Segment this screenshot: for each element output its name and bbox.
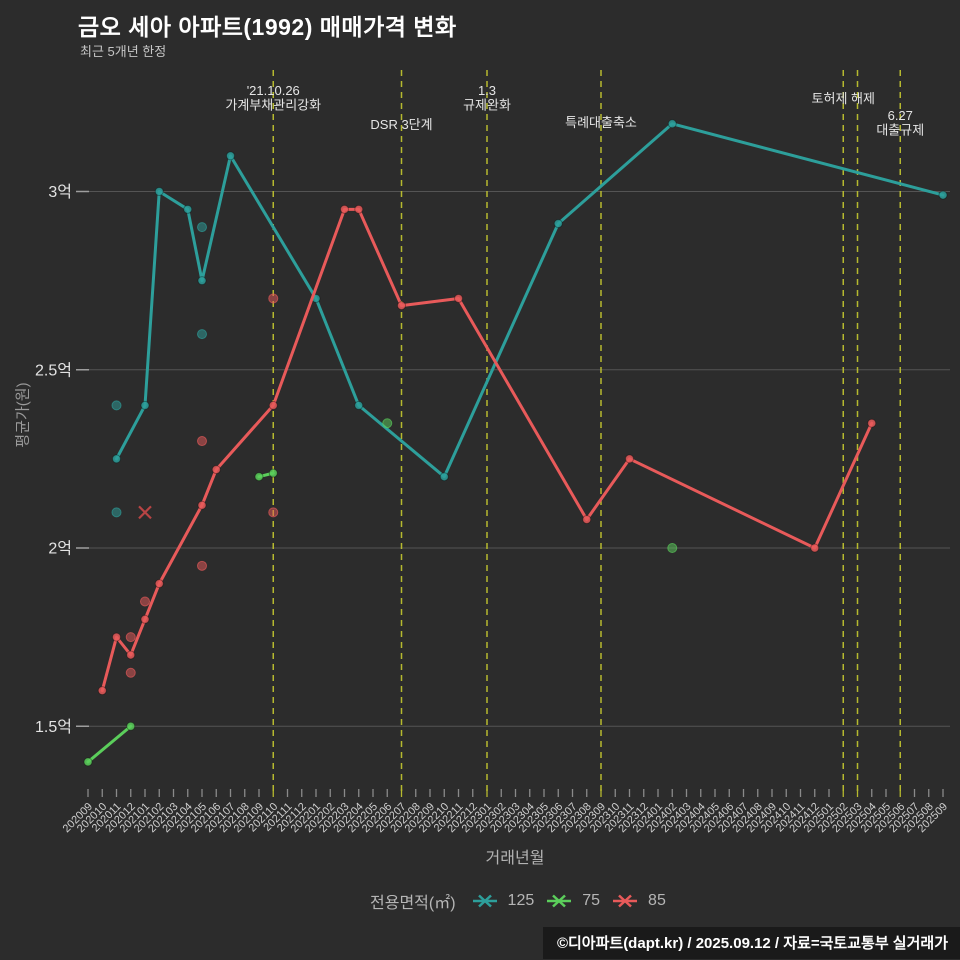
asterisk-marker-icon — [547, 894, 572, 908]
legend-item-label: 75 — [582, 892, 601, 909]
event-label: '21.10.26 — [247, 83, 300, 98]
transaction-dot-125[interactable] — [111, 400, 122, 411]
x-axis-title: 거래년월 — [485, 850, 545, 867]
series-marker-125[interactable] — [197, 276, 207, 286]
series-marker-75[interactable] — [126, 721, 136, 731]
transaction-dot-85[interactable] — [140, 596, 150, 607]
y-tick-label: 2.5억 — [35, 361, 72, 379]
series-marker-85[interactable] — [154, 579, 164, 589]
series-line-75[interactable] — [86, 724, 133, 764]
series-marker-85[interactable] — [354, 204, 364, 214]
y-tick-label: 1.5억 — [35, 718, 72, 736]
event-label: 1.3 — [478, 83, 496, 98]
transaction-dot-75[interactable] — [667, 543, 678, 553]
transaction-dot-75[interactable] — [382, 418, 393, 429]
series-marker-85[interactable] — [582, 514, 592, 524]
event-label: 규제완화 — [463, 98, 511, 113]
y-tick-label: 3억 — [48, 183, 72, 201]
event-label: 대출규제 — [876, 123, 924, 138]
event-label: 6.27 — [888, 108, 913, 123]
event-label: DSR 3단계 — [370, 117, 432, 132]
series-marker-125[interactable] — [667, 119, 677, 129]
series-marker-125[interactable] — [112, 454, 121, 464]
page-subtitle: 최근 5개년 한정 — [80, 44, 167, 59]
series-marker-85[interactable] — [268, 400, 278, 410]
legend-item-85[interactable]: 85 — [610, 892, 666, 910]
series-marker-85[interactable] — [625, 454, 634, 464]
page-title: 금오 세아 아파트(1992) 매매가격 변화 — [78, 14, 457, 40]
cancelled-transaction-x-icon[interactable] — [138, 505, 152, 520]
series-marker-85[interactable] — [211, 465, 221, 475]
transaction-dot-85[interactable] — [197, 436, 207, 447]
series-marker-75[interactable] — [254, 472, 264, 482]
footer-credit: ©디아파트(dapt.kr) / 2025.09.12 / 자료=국토교통부 실… — [542, 927, 960, 959]
transaction-dot-85[interactable] — [268, 293, 279, 304]
asterisk-marker-icon — [472, 894, 497, 908]
transaction-dot-125[interactable] — [111, 507, 122, 518]
legend: 전용면적(㎡) 125 75 85 — [370, 889, 676, 913]
y-tick-label: 2억 — [48, 540, 72, 558]
series-marker-85[interactable] — [97, 686, 107, 696]
transaction-dot-85[interactable] — [268, 507, 279, 518]
series-marker-125[interactable] — [354, 400, 364, 410]
legend-item-75[interactable]: 75 — [544, 892, 600, 910]
legend-title: 전용면적(㎡) — [370, 895, 456, 912]
series-marker-125[interactable] — [938, 190, 948, 200]
transaction-dot-125[interactable] — [197, 222, 207, 233]
series-marker-85[interactable] — [112, 632, 121, 642]
legend-items: 125 75 85 — [470, 892, 676, 910]
series-marker-125[interactable] — [140, 400, 150, 410]
transaction-dot-85[interactable] — [125, 632, 136, 643]
series-marker-125[interactable] — [439, 472, 449, 482]
series-marker-85[interactable] — [867, 418, 877, 428]
series-marker-85[interactable] — [126, 650, 136, 660]
legend-item-125[interactable]: 125 — [470, 892, 535, 910]
series-marker-125[interactable] — [154, 187, 164, 196]
series-line-125[interactable] — [115, 122, 945, 479]
series-marker-125[interactable] — [553, 219, 563, 229]
legend-item-label: 125 — [507, 892, 535, 909]
asterisk-marker-icon — [613, 894, 638, 908]
series-marker-85[interactable] — [140, 614, 150, 624]
series-marker-75[interactable] — [268, 468, 278, 478]
series-marker-85[interactable] — [454, 293, 463, 303]
series-line-85[interactable] — [100, 207, 874, 693]
transaction-dot-125[interactable] — [197, 329, 207, 340]
event-label: 특례대출축소 — [565, 115, 637, 130]
transaction-dot-85[interactable] — [125, 667, 136, 678]
series-marker-85[interactable] — [810, 543, 820, 553]
series-marker-75[interactable] — [83, 757, 93, 767]
series-marker-85[interactable] — [197, 500, 207, 510]
price-line-chart: 1.5억2억2.5억3억2020092020102020112020122021… — [35, 70, 950, 835]
legend-item-label: 85 — [648, 892, 666, 909]
series-marker-85[interactable] — [340, 204, 349, 214]
series-marker-125[interactable] — [183, 204, 193, 214]
event-label: 토허제 해제 — [812, 91, 875, 106]
transaction-dot-85[interactable] — [197, 560, 207, 571]
series-marker-125[interactable] — [226, 151, 235, 161]
series-marker-85[interactable] — [397, 301, 406, 311]
event-label: 가계부채관리강화 — [225, 98, 321, 113]
